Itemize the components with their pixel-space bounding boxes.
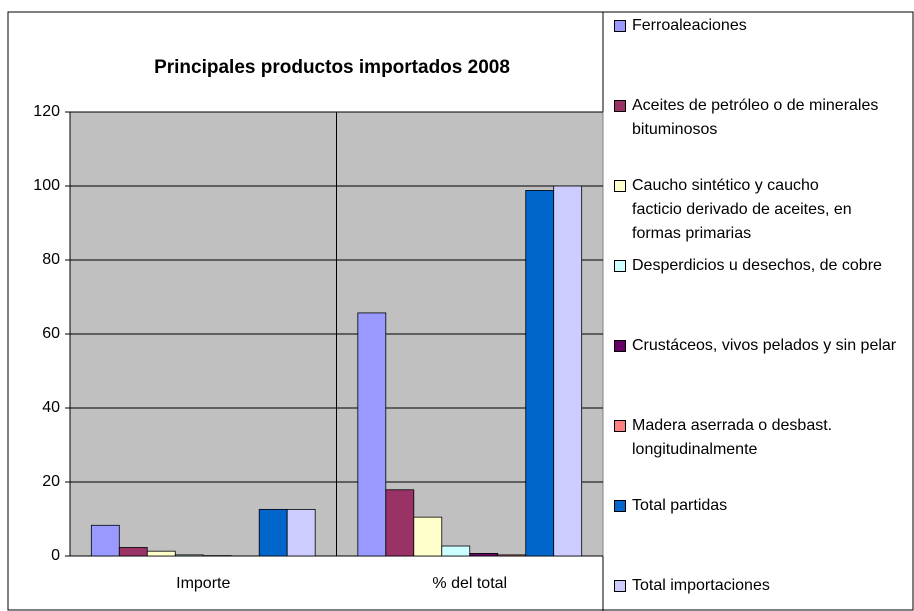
y-tick-label: 0 <box>51 547 60 564</box>
legend-entry: Madera aserrada o desbast. longitudinalm… <box>614 414 914 462</box>
legend-swatch <box>614 180 626 192</box>
x-tick-label: Importe <box>176 575 230 592</box>
bar <box>413 516 443 557</box>
bar <box>146 550 176 557</box>
legend-swatch <box>614 260 626 272</box>
bar <box>553 185 583 557</box>
legend-label: Total importaciones <box>632 577 770 594</box>
bar <box>357 312 387 557</box>
legend-entry: Caucho sintético y caucho facticio deriv… <box>614 174 872 246</box>
legend-label: Ferroaleaciones <box>632 17 747 34</box>
legend-entry: Total partidas <box>614 494 914 518</box>
y-tick-label: 120 <box>33 103 60 120</box>
legend-label: Madera aserrada o desbast. longitudinalm… <box>632 417 833 458</box>
legend-swatch <box>614 20 626 32</box>
legend-label: Crustáceos, vivos pelados y sin pelar <box>632 337 897 354</box>
y-tick-label: 60 <box>42 325 60 342</box>
bar <box>469 553 499 557</box>
legend-entry: Total importaciones <box>614 574 914 598</box>
legend-swatch <box>614 500 626 512</box>
bar <box>525 190 555 557</box>
bar <box>118 547 148 557</box>
bar <box>441 545 471 557</box>
legend-entry: Ferroaleaciones <box>614 14 914 38</box>
legend-entry: Desperdicios u desechos, de cobre <box>614 254 914 278</box>
bar <box>286 508 316 557</box>
x-tick-label: % del total <box>432 575 507 592</box>
legend-swatch <box>614 340 626 352</box>
chart-title: Principales productos importados 2008 <box>154 57 510 78</box>
bar <box>174 554 204 557</box>
bar <box>90 524 120 557</box>
legend-entry: Crustáceos, vivos pelados y sin pelar <box>614 334 914 358</box>
y-tick-label: 80 <box>42 251 60 268</box>
legend-swatch <box>614 100 626 112</box>
y-tick-label: 40 <box>42 399 60 416</box>
bar <box>497 554 527 557</box>
bar <box>258 508 288 557</box>
legend-label: Total partidas <box>632 497 728 514</box>
y-tick-label: 20 <box>42 473 60 490</box>
legend-swatch <box>614 420 626 432</box>
legend-label: Caucho sintético y caucho facticio deriv… <box>632 177 852 242</box>
legend-label: Desperdicios u desechos, de cobre <box>632 257 882 274</box>
legend: Ferroaleaciones Aceites de petróleo o de … <box>608 0 914 611</box>
legend-swatch <box>614 580 626 592</box>
y-tick-label: 100 <box>33 177 60 194</box>
legend-entry: Aceites de petróleo o de minerales bitum… <box>614 94 914 142</box>
bar <box>385 489 415 557</box>
legend-label: Aceites de petróleo o de minerales bitum… <box>632 97 879 138</box>
